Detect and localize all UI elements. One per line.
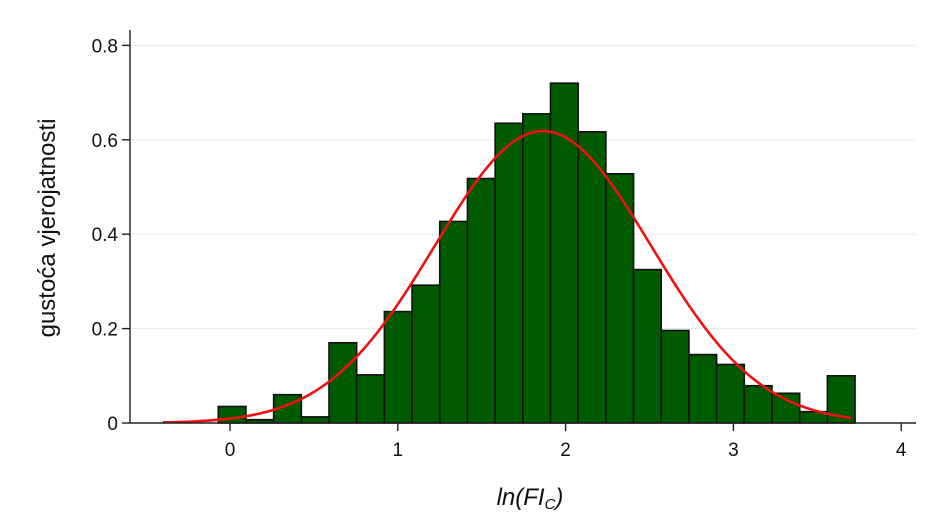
histogram-bar (466, 177, 496, 424)
x-tick-label: 2 (560, 440, 571, 461)
x-axis-title-subscript: C (545, 496, 556, 513)
x-tick-label: 1 (393, 440, 404, 461)
histogram-bar (688, 353, 718, 424)
x-tick-label: 0 (225, 440, 236, 461)
histogram-bar (383, 310, 413, 424)
y-tick-label: 0.6 (92, 131, 118, 152)
histogram-bar (438, 220, 469, 424)
histogram-bar (632, 268, 663, 424)
histogram-bar (743, 384, 773, 424)
histogram-bar (300, 416, 330, 424)
histogram-bar (494, 122, 524, 424)
x-tick-label: 4 (896, 440, 907, 461)
histogram-bar (549, 82, 579, 424)
histogram-bar (328, 341, 358, 424)
x-tick-label: 3 (728, 440, 739, 461)
histogram-bar (355, 374, 386, 424)
histogram-bar (660, 329, 690, 424)
tick-labels: 0 0.2 0.4 0.6 0.8 0 1 2 3 4 (92, 36, 907, 461)
histogram-bar (522, 113, 552, 424)
y-tick-label: 0.8 (92, 36, 118, 57)
y-tick-label: 0.4 (92, 225, 119, 246)
axes (122, 30, 916, 431)
x-axis-title-close: ) (552, 484, 563, 511)
y-tick-label: 0 (107, 414, 118, 435)
histogram-bar (715, 363, 746, 424)
histogram-bar (771, 392, 801, 424)
histogram-bar (411, 284, 441, 424)
x-axis-title-main: ln(FI (497, 484, 545, 511)
y-axis-title: gustoća vjerojatnosti (34, 119, 61, 338)
histogram-bars (217, 82, 856, 424)
x-axis-title: ln(FIC) (497, 484, 564, 513)
y-tick-label: 0.2 (92, 320, 118, 341)
histogram-bar (577, 130, 607, 424)
normal-density-curve (162, 129, 852, 424)
